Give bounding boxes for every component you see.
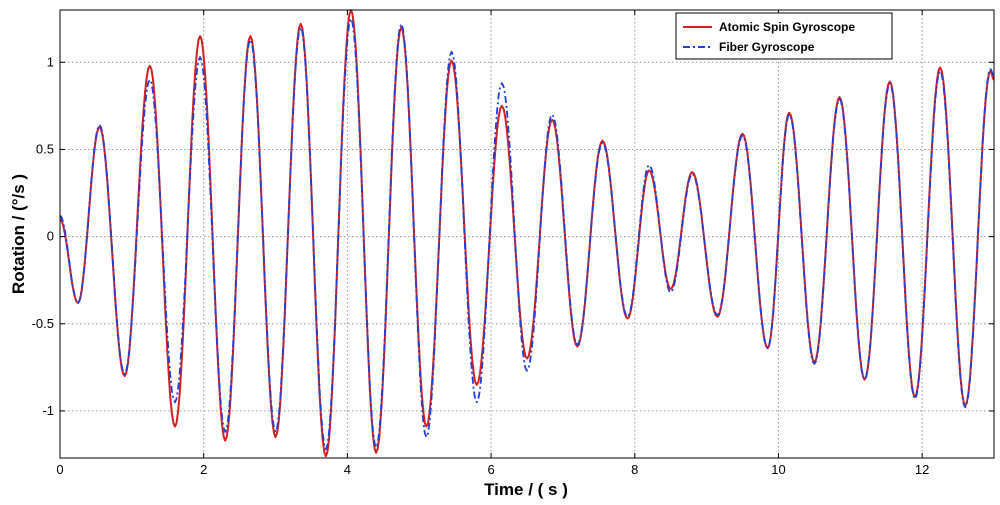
x-tick-label: 4 xyxy=(344,462,351,477)
y-axis-label: Rotation / (°/s ) xyxy=(9,174,28,294)
y-tick-label: 0.5 xyxy=(36,141,54,156)
y-tick-label: 0 xyxy=(47,229,54,244)
x-tick-label: 12 xyxy=(915,462,929,477)
series-line-fiber-gyroscope xyxy=(59,17,995,451)
y-tick-label: -1 xyxy=(42,403,54,418)
x-axis-label: Time / ( s ) xyxy=(484,480,568,499)
y-tick-label: 1 xyxy=(47,54,54,69)
legend-label-atomic-spin-gyroscope: Atomic Spin Gyroscope xyxy=(719,20,855,34)
legend-label-fiber-gyroscope: Fiber Gyroscope xyxy=(719,40,815,54)
plot-frame xyxy=(59,9,995,459)
legend-box xyxy=(675,12,893,60)
x-tick-label: 2 xyxy=(200,462,207,477)
grid xyxy=(60,10,994,458)
x-tick-label: 6 xyxy=(487,462,494,477)
x-tick-label: 8 xyxy=(631,462,638,477)
y-tick-label: -0.5 xyxy=(32,316,54,331)
axis-ticks: 0 2 4 6 8 10 12 -1 -0.5 0 0.5 1 xyxy=(32,10,994,477)
legend: Atomic Spin Gyroscope Fiber Gyroscope xyxy=(675,12,893,60)
x-tick-label: 0 xyxy=(56,462,63,477)
x-tick-label: 10 xyxy=(771,462,785,477)
plot-area xyxy=(60,10,994,458)
series-layer xyxy=(59,9,995,458)
